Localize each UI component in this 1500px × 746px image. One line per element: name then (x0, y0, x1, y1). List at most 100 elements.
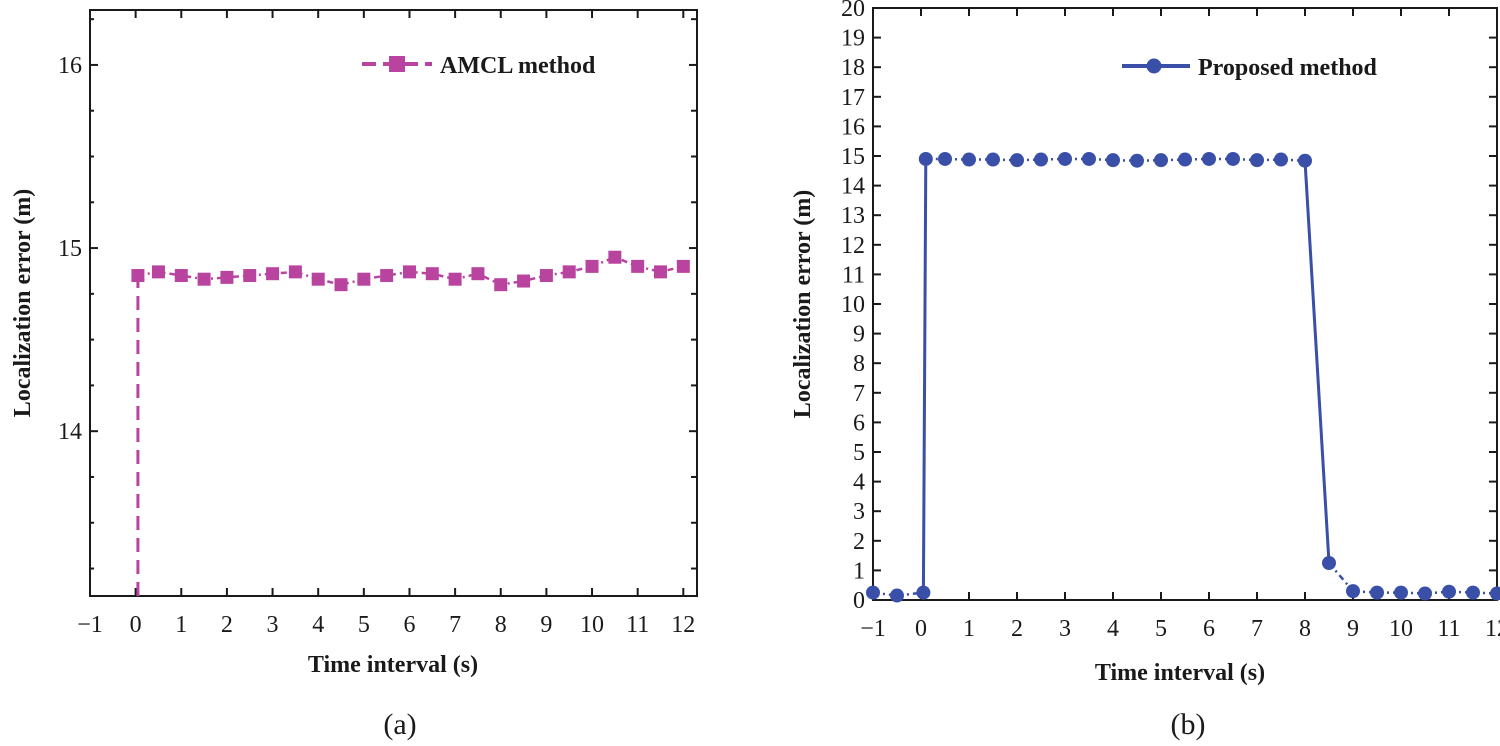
x-tick-label: 10 (1389, 616, 1413, 642)
data-point-proposed (1394, 585, 1408, 600)
x-tick-label: 8 (495, 612, 507, 638)
y-tick-label: 16 (58, 53, 82, 79)
data-point-proposed (1274, 152, 1288, 167)
x-tick-label: −1 (77, 612, 103, 638)
y-tick-label: 6 (853, 410, 865, 436)
data-point-amcl (653, 265, 667, 279)
data-point-amcl (380, 269, 394, 283)
data-point-proposed (918, 151, 933, 166)
x-tick-label: 7 (449, 612, 461, 638)
x-tick-labels-a: −1 0 1 2 3 4 5 6 7 8 9 10 11 12 (77, 612, 695, 638)
x-tick-label: 1 (963, 616, 975, 642)
legend-b: Proposed method (1122, 55, 1378, 81)
data-point-amcl (585, 259, 599, 273)
data-point-proposed (1322, 556, 1336, 570)
data-point-amcl (402, 265, 416, 279)
data-point-proposed (1082, 151, 1096, 166)
series-amcl (131, 250, 690, 596)
data-point-proposed (1370, 585, 1384, 600)
data-point-proposed (1490, 586, 1500, 601)
data-point-amcl (131, 269, 145, 283)
y-tick-label: 2 (853, 529, 865, 555)
series-line-proposed (1303, 160, 1331, 564)
x-tick-label: 12 (671, 612, 695, 638)
plot-frame-a (89, 9, 698, 597)
x-tick-label: 3 (1059, 616, 1071, 642)
data-point-proposed (916, 585, 931, 600)
x-tick-label: 5 (358, 612, 370, 638)
y-tick-label: 10 (841, 292, 865, 318)
x-tick-label: 11 (626, 612, 649, 638)
data-point-amcl (631, 259, 645, 273)
y-tick-label: 0 (853, 588, 865, 614)
y-tick-label: 7 (853, 381, 865, 407)
x-tick-label: 0 (130, 612, 142, 638)
legend-marker-proposed (1146, 58, 1162, 74)
y-tick-label: 14 (58, 419, 82, 445)
data-point-proposed (1418, 586, 1432, 601)
tick-marks-a (89, 10, 697, 596)
data-point-amcl (517, 274, 531, 288)
x-tick-label: 6 (403, 612, 415, 638)
data-point-proposed (1106, 153, 1120, 168)
panel-label-a: (a) (383, 708, 416, 741)
data-point-proposed (1466, 585, 1480, 600)
data-point-amcl (494, 278, 508, 292)
series-line-proposed (1328, 562, 1354, 592)
data-point-proposed (1202, 151, 1216, 166)
data-point-proposed (1250, 153, 1264, 168)
data-point-proposed (986, 152, 1000, 167)
x-tick-label: 2 (221, 612, 233, 638)
x-tick-label: 0 (915, 616, 927, 642)
y-tick-label: 15 (841, 144, 865, 170)
data-point-proposed (938, 151, 952, 166)
data-point-proposed (1226, 151, 1240, 166)
x-tick-label: 3 (267, 612, 279, 638)
y-tick-label: 16 (841, 114, 865, 140)
data-point-proposed (1058, 151, 1072, 166)
y-tick-label: 19 (841, 26, 865, 52)
x-axis-title-b: Time interval (s) (1095, 660, 1265, 686)
data-point-amcl (220, 270, 234, 284)
y-tick-label: 11 (842, 262, 865, 288)
y-tick-label: 5 (853, 440, 865, 466)
data-point-proposed (1298, 153, 1312, 168)
y-tick-label: 15 (58, 236, 82, 262)
data-point-amcl (311, 272, 325, 286)
x-tick-label: 7 (1251, 616, 1263, 642)
data-point-proposed (1034, 152, 1048, 167)
data-point-proposed (1010, 153, 1024, 168)
x-tick-label: 9 (1347, 616, 1359, 642)
x-tick-label: 5 (1155, 616, 1167, 642)
data-point-amcl (608, 250, 622, 264)
data-point-amcl (448, 272, 462, 286)
series-line-proposed (921, 158, 928, 593)
data-point-proposed (1442, 584, 1456, 599)
data-point-proposed (1346, 584, 1360, 599)
data-point-amcl (471, 267, 485, 281)
x-tick-label: 10 (580, 612, 604, 638)
data-point-amcl (676, 259, 690, 273)
legend-marker-amcl (389, 56, 405, 72)
x-tick-label: 1 (175, 612, 187, 638)
x-tick-label: 11 (1437, 616, 1460, 642)
data-point-amcl (197, 272, 211, 286)
data-point-amcl (151, 265, 165, 279)
y-tick-label: 12 (841, 233, 865, 259)
y-tick-label: 9 (853, 322, 865, 348)
data-point-proposed (1130, 153, 1144, 168)
y-tick-label: 3 (853, 499, 865, 525)
data-point-amcl (539, 269, 553, 283)
plot-frame-b (872, 7, 1498, 601)
data-point-amcl (243, 269, 257, 283)
y-tick-label: 8 (853, 351, 865, 377)
x-tick-label: 9 (540, 612, 552, 638)
data-point-proposed (866, 585, 880, 600)
x-tick-label: 8 (1299, 616, 1311, 642)
y-tick-label: 4 (853, 470, 865, 496)
x-tick-label: 6 (1203, 616, 1215, 642)
